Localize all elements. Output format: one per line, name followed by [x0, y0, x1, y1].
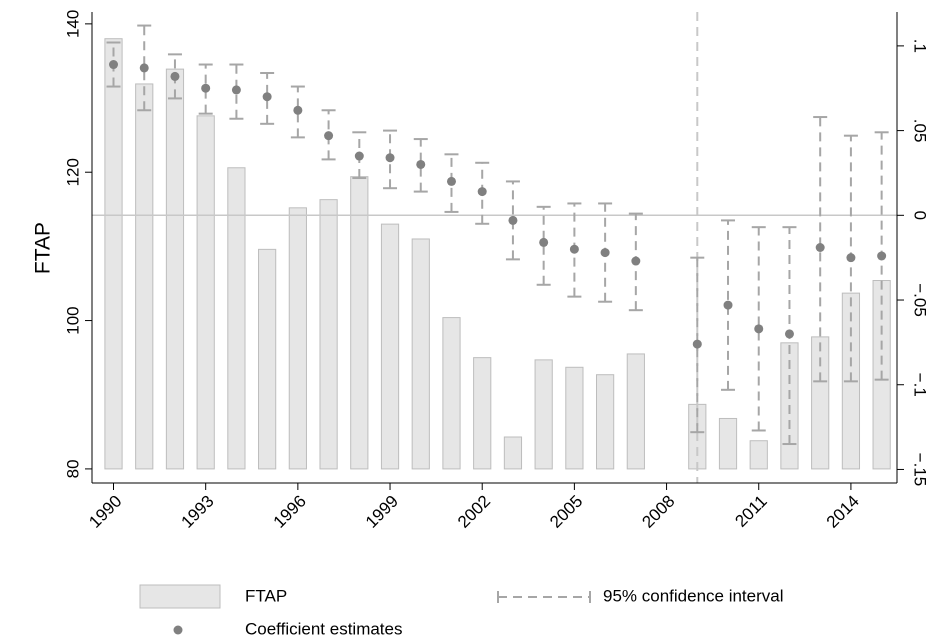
y-axis-title: FTAP [32, 222, 55, 274]
coefficient-point [385, 153, 395, 163]
y-tick-label: 80 [63, 459, 82, 478]
bar [319, 199, 338, 470]
coefficient-point [539, 237, 549, 247]
coefficient-point [324, 131, 334, 141]
x-tick-label: 1999 [362, 492, 402, 532]
bar [350, 176, 369, 470]
y2-tick-label: .1 [911, 39, 930, 53]
bar [718, 417, 738, 470]
bar [749, 440, 768, 470]
coefficient-point [170, 71, 180, 81]
legend-label: 95% confidence interval [603, 586, 784, 605]
bar [258, 248, 277, 470]
coefficient-point [508, 215, 518, 225]
bar [596, 374, 615, 470]
bar [135, 83, 154, 470]
bar [442, 317, 461, 470]
coefficient-point [109, 60, 119, 70]
x-tick-label: 2005 [546, 492, 586, 532]
y-tick-label: 140 [63, 10, 82, 38]
bar [473, 357, 492, 470]
coefficient-point [846, 253, 856, 263]
coefficient-point [815, 243, 825, 252]
bar [380, 223, 400, 470]
coefficient-point [231, 85, 241, 95]
y2-tick-label: .05 [911, 119, 930, 143]
coefficient-point [416, 159, 426, 169]
x-tick-label: 1990 [85, 492, 125, 532]
bar [534, 359, 553, 470]
bar [165, 68, 185, 470]
legend-label: FTAP [245, 586, 287, 605]
coefficient-point [446, 176, 456, 186]
bar [227, 167, 246, 470]
y-tick-label: 120 [63, 158, 82, 186]
bar [503, 436, 523, 470]
bar [565, 366, 584, 470]
x-tick-label: 2014 [823, 492, 863, 532]
y2-tick-label: −.1 [911, 373, 930, 397]
coefficient-point [293, 105, 303, 115]
coefficient-point [477, 187, 487, 197]
bar [626, 353, 645, 470]
legend-label: Coefficient estimates [245, 619, 402, 638]
bar [288, 207, 307, 470]
coefficient-point [354, 151, 364, 161]
bar [104, 38, 123, 470]
legend-swatch [139, 584, 221, 609]
coefficient-point [139, 63, 149, 73]
x-tick-label: 1993 [177, 492, 217, 532]
coefficient-point [754, 324, 764, 334]
coefficient-point [569, 244, 579, 254]
coefficient-point [262, 92, 272, 102]
x-tick-label: 2011 [731, 492, 770, 531]
coefficient-point [201, 83, 211, 93]
coefficient-point [631, 256, 641, 266]
y-tick-label: 100 [63, 306, 82, 334]
x-tick-label: 1996 [270, 492, 310, 532]
bar [411, 238, 430, 470]
x-tick-label: 2008 [638, 492, 678, 532]
y2-tick-label: 0 [911, 211, 930, 220]
coefficient-point [600, 248, 610, 258]
coefficient-point [723, 300, 733, 310]
bar [811, 336, 830, 470]
x-tick-label: 2002 [454, 492, 494, 532]
y2-tick-label: −.15 [911, 453, 930, 487]
coefficient-point [692, 339, 702, 349]
bar [196, 115, 215, 470]
legend-swatch [173, 625, 183, 635]
coefficient-point [784, 329, 794, 339]
y2-tick-label: −.05 [911, 283, 930, 317]
coefficient-point [877, 251, 887, 261]
